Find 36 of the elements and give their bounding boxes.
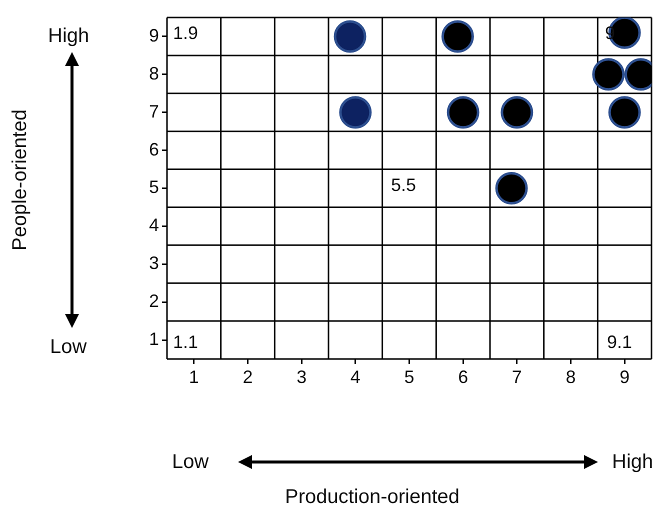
y-tick-label: 8 xyxy=(148,63,159,84)
x-tick-label: 5 xyxy=(404,366,414,387)
y-tick-label: 6 xyxy=(148,139,159,160)
text: People-oriented xyxy=(9,109,31,251)
text: High xyxy=(612,451,654,473)
point xyxy=(446,96,480,129)
x-tick-label: 9 xyxy=(620,366,630,387)
y-tick-label: 1 xyxy=(148,328,159,349)
point xyxy=(592,58,625,91)
text: Low xyxy=(50,336,87,358)
x-tick-label: 2 xyxy=(242,366,253,387)
y-tick-label: 5 xyxy=(148,177,159,198)
x-tick-label: 3 xyxy=(296,366,307,387)
point xyxy=(495,172,528,204)
x-tick-label: 8 xyxy=(566,366,576,387)
annotation: 1.9 xyxy=(173,23,198,43)
x-tick-label: 7 xyxy=(512,366,522,387)
text: High xyxy=(48,25,90,47)
x-tick-label: 1 xyxy=(188,366,199,387)
x-axis-title: Production-oriented xyxy=(285,486,460,508)
x-tick-label: 6 xyxy=(458,366,468,387)
annotation: 1.1 xyxy=(173,332,198,352)
y-tick-label: 7 xyxy=(148,101,159,122)
point xyxy=(608,96,641,129)
point xyxy=(339,96,372,129)
y-tick-label: 4 xyxy=(148,215,159,236)
y-tick-label: 3 xyxy=(148,253,159,274)
y-tick-label: 9 xyxy=(148,25,159,46)
point xyxy=(441,20,474,53)
annotation: 5.5 xyxy=(391,175,416,195)
point xyxy=(334,20,366,53)
point xyxy=(500,96,534,129)
x-tick-label: 4 xyxy=(350,366,360,387)
text: Low xyxy=(172,451,209,473)
annotation: 9.1 xyxy=(607,332,632,352)
y-tick-label: 2 xyxy=(148,291,159,312)
